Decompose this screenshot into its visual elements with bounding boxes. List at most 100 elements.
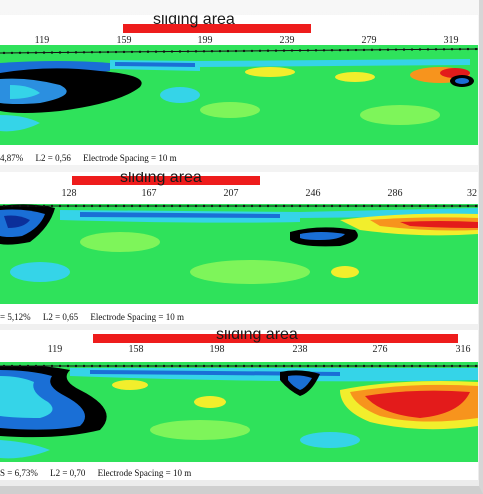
electrode-marker: [330, 49, 334, 52]
rms-error: S = 6,73%: [0, 468, 38, 478]
electrode-marker: [194, 50, 198, 53]
electrode-marker: [274, 364, 278, 368]
electrode-marker: [42, 364, 46, 368]
electrode-marker: [154, 364, 158, 368]
electrode-marker: [194, 204, 198, 208]
electrode-marker: [114, 364, 118, 368]
electrode-marker: [258, 49, 262, 53]
electrode-marker: [394, 48, 398, 51]
distance-tick: 167: [141, 188, 157, 199]
distance-tick: 119: [34, 35, 50, 46]
electrode-marker: [10, 204, 14, 208]
electrode-marker: [210, 50, 214, 53]
electrode-marker: [386, 204, 390, 208]
electrode-marker: [394, 204, 398, 208]
l2-norm: L2 = 0,65: [42, 312, 79, 322]
electrode-marker: [306, 364, 310, 368]
electrode-marker: [210, 364, 214, 368]
electrode-marker: [162, 50, 166, 53]
distance-tick: 276: [372, 344, 388, 355]
electrode-marker: [98, 364, 102, 368]
rms-error: 4,87%: [0, 153, 24, 163]
electrode-marker: [458, 364, 462, 368]
electrode-marker: [58, 364, 62, 368]
electrode-marker: [66, 364, 70, 368]
electrode-marker: [394, 364, 398, 368]
electrode-marker: [162, 364, 166, 368]
electrode-marker: [354, 364, 358, 368]
electrode-marker: [218, 49, 222, 53]
electrode-marker: [114, 204, 118, 208]
electrode-marker: [442, 48, 446, 51]
electrode-marker: [178, 364, 182, 368]
resistivity-image-3: [0, 362, 478, 480]
electrode-marker: [58, 51, 62, 54]
electrode-marker: [154, 50, 158, 53]
electrode-marker: [474, 47, 478, 51]
inversion-stats: S = 6,73% L2 = 0,70 Electrode Spacing = …: [0, 466, 478, 480]
electrode-marker: [338, 204, 342, 208]
electrode-marker: [202, 364, 206, 368]
electrode-marker: [418, 204, 422, 208]
electrode-marker: [74, 364, 78, 368]
electrode-marker: [378, 204, 382, 208]
distance-tick: 207: [223, 188, 239, 199]
electrode-marker: [322, 364, 326, 368]
electrode-marker: [34, 51, 38, 54]
sliding-area-banner: [93, 334, 458, 343]
distance-tick: 279: [361, 35, 377, 46]
electrode-marker: [418, 364, 422, 368]
electrode-marker: [154, 204, 158, 208]
sliding-area-label: sliding area: [120, 172, 202, 186]
electrode-marker: [362, 204, 366, 208]
electrode-marker: [226, 364, 230, 368]
electrode-marker: [202, 50, 206, 53]
resistivity-section-1: sliding area 119 159 199 239 279 319 4,8…: [0, 15, 478, 165]
electrode-marker: [2, 364, 6, 368]
electrode-marker: [42, 51, 46, 54]
electrode-marker: [258, 364, 262, 368]
electrode-marker: [466, 364, 470, 368]
electrode-marker: [42, 204, 46, 208]
electrode-marker: [290, 364, 294, 368]
resistivity-image-2: [0, 204, 478, 324]
electrode-marker: [290, 204, 294, 208]
resistivity-section-2: sliding area 128 167 207 246 286 32 = 5,…: [0, 172, 478, 324]
electrode-marker: [386, 48, 390, 51]
electrode-marker: [442, 364, 446, 368]
electrode-marker: [26, 364, 30, 368]
electrode-marker: [266, 204, 270, 208]
electrode-marker: [114, 50, 118, 54]
electrode-marker: [282, 364, 286, 368]
electrode-marker: [354, 204, 358, 208]
electrode-marker: [370, 364, 374, 368]
electrode-marker: [146, 50, 150, 53]
electrode-marker: [378, 364, 382, 368]
electrode-marker: [426, 364, 430, 368]
electrode-marker: [418, 48, 422, 51]
electrode-marker: [58, 204, 62, 208]
electrode-marker: [82, 51, 86, 54]
electrode-marker: [146, 364, 150, 368]
electrode-marker: [378, 48, 382, 52]
electrode-marker: [346, 364, 350, 368]
electrode-marker: [146, 204, 150, 208]
electrode-marker: [298, 204, 302, 208]
distance-tick: 246: [305, 188, 321, 199]
l2-norm: L2 = 0,70: [50, 468, 86, 478]
electrode-marker: [50, 204, 54, 208]
electrode-marker: [250, 49, 254, 53]
electrode-marker: [18, 204, 22, 208]
distance-tick: 199: [197, 35, 213, 46]
electrode-marker: [194, 364, 198, 368]
electrode-marker: [130, 50, 134, 54]
electrode-marker: [466, 204, 470, 208]
electrode-marker: [362, 364, 366, 368]
electrode-marker: [106, 204, 110, 208]
electrode-marker: [402, 48, 406, 51]
electrode-marker: [178, 50, 182, 53]
electrode-marker: [386, 364, 390, 368]
electrode-marker: [226, 49, 230, 53]
electrode-marker: [354, 48, 358, 52]
electrode-marker: [202, 204, 206, 208]
